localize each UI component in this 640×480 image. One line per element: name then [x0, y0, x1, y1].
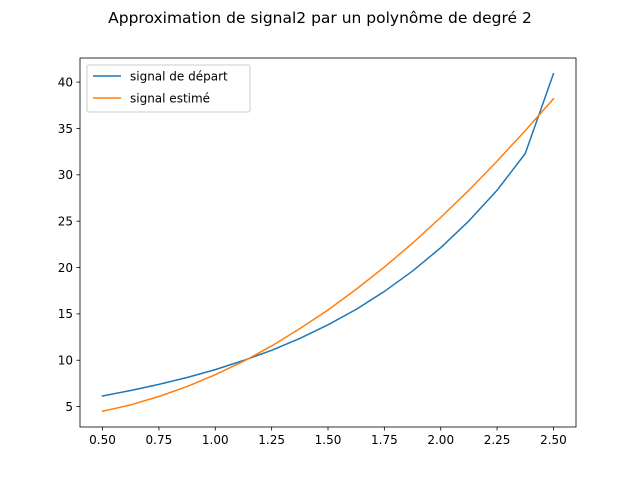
legend-box: [86, 64, 251, 113]
chart-title: Approximation de signal2 par un polynôme…: [108, 9, 532, 27]
x-tick-label: 1.00: [202, 433, 229, 447]
y-tick-label: 25: [58, 214, 73, 228]
x-axis: 0.50 0.75 1.00 1.25 1.50 1.75 2.00 2.25 2.50: [89, 427, 567, 447]
x-tick-label: 2.50: [540, 433, 567, 447]
x-tick-label: 1.50: [315, 433, 342, 447]
y-tick-label: 10: [58, 354, 73, 368]
legend-label-signal-de-depart: signal de départ: [130, 70, 228, 84]
y-tick-label: 15: [58, 307, 73, 321]
x-tick-label: 1.75: [371, 433, 398, 447]
x-tick-label: 2.25: [484, 433, 511, 447]
y-tick-label: 35: [58, 122, 73, 136]
x-tick-label: 0.75: [146, 433, 173, 447]
y-tick-label: 30: [58, 168, 73, 182]
legend-label-signal-estime: signal estimé: [130, 92, 210, 106]
x-tick-label: 1.25: [258, 433, 285, 447]
x-tick-label: 2.00: [427, 433, 454, 447]
y-tick-label: 20: [58, 261, 73, 275]
plot-area: [79, 57, 577, 428]
plot-background: [80, 58, 576, 427]
y-tick-label: 5: [65, 400, 73, 414]
series-line-1: [101, 97, 555, 413]
y-axis: 5 10 15 20 25 30 35 40: [58, 75, 80, 414]
legend: signal de départ signal estimé: [86, 64, 251, 113]
series-layer: [101, 72, 555, 413]
x-tick-label: 0.50: [89, 433, 116, 447]
y-tick-label: 40: [58, 75, 73, 89]
series-line-0: [101, 72, 555, 397]
